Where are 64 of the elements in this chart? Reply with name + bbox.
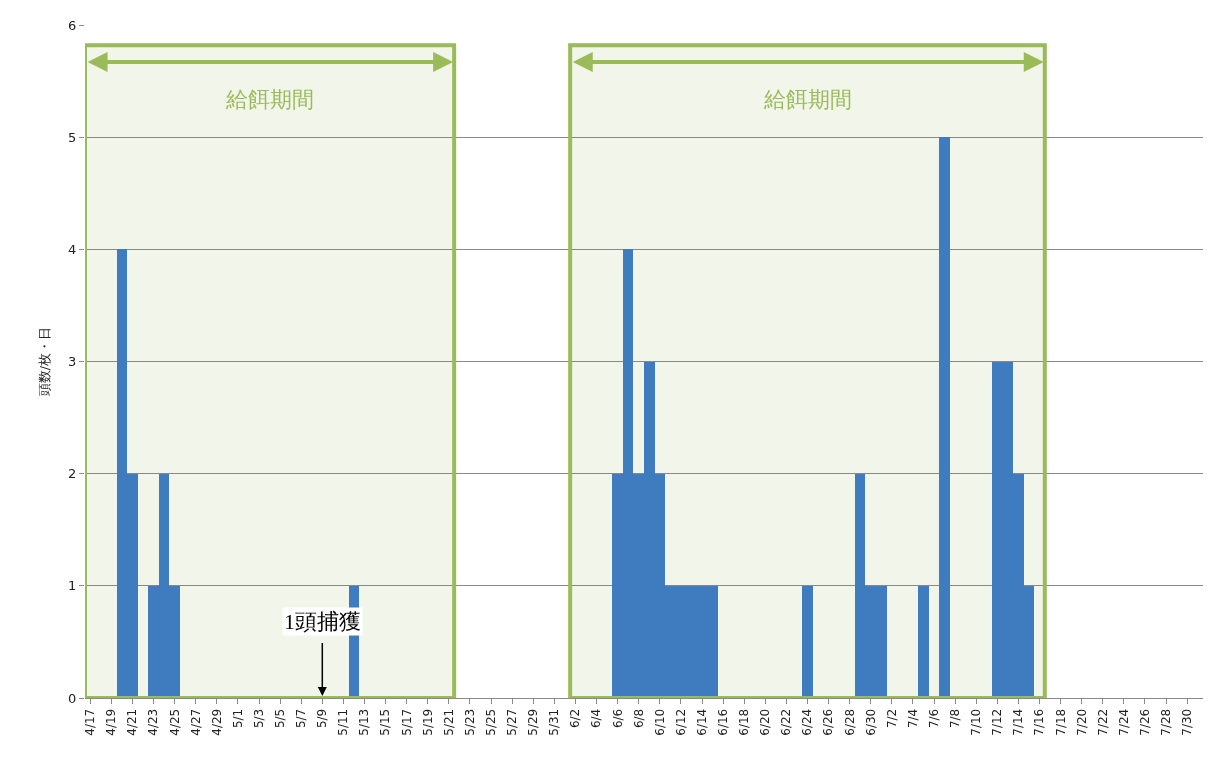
x-tick-label: 5/9 (315, 708, 330, 729)
x-tick-label: 7/14 (1011, 708, 1026, 736)
x-tick-label: 7/30 (1180, 708, 1195, 736)
x-tick-label: 7/20 (1074, 708, 1089, 736)
x-tick-label: 5/13 (357, 708, 372, 736)
x-tick-label: 7/26 (1137, 708, 1152, 736)
x-tick-label: 6/4 (589, 708, 604, 729)
x-tick-label: 6/14 (694, 708, 709, 736)
x-tick-label: 6/8 (631, 708, 646, 729)
x-tick-label: 6/24 (800, 708, 815, 736)
x-tick-label: 4/23 (146, 708, 161, 736)
x-tick-label: 6/16 (716, 708, 730, 736)
x-tick-label: 6/20 (758, 708, 773, 736)
x-tick-label: 7/16 (1032, 708, 1047, 736)
x-tick-label: 6/2 (568, 708, 583, 729)
x-tick-label: 5/7 (294, 708, 309, 729)
x-tick-label: 5/3 (251, 708, 266, 729)
x-tick-label: 7/8 (948, 708, 963, 729)
x-tick-label: 7/4 (905, 708, 920, 729)
x-tick-label: 4/19 (104, 708, 119, 736)
x-tick-label: 5/5 (273, 708, 288, 729)
x-tick-label: 5/23 (462, 708, 477, 736)
x-tick-label: 5/17 (399, 708, 414, 736)
x-tick-label: 6/22 (779, 708, 794, 736)
y-tick-label: 3 (68, 354, 77, 370)
x-tick-label: 6/26 (821, 708, 836, 736)
x-tick-label: 7/28 (1158, 708, 1173, 736)
x-tick-label: 5/27 (505, 708, 520, 736)
x-tick-label: 6/18 (737, 708, 752, 736)
x-tick-label: 6/12 (673, 708, 688, 736)
x-tick-label: 5/15 (378, 708, 393, 736)
x-tick-label: 6/30 (863, 708, 878, 736)
x-tick-label: 4/27 (188, 708, 203, 736)
x-tick-label: 5/1 (230, 708, 245, 729)
x-tick-label: 5/29 (526, 708, 541, 736)
x-tick-label: 7/24 (1116, 708, 1131, 736)
x-tick-label: 7/10 (969, 708, 984, 736)
x-tick-label: 7/12 (990, 708, 1005, 736)
x-tick-label: 5/21 (441, 708, 456, 736)
y-tick-label: 2 (68, 466, 77, 482)
x-tick-label: 7/18 (1053, 708, 1068, 736)
x-tick-label: 6/28 (842, 708, 857, 736)
x-tick-label: 7/6 (926, 708, 941, 729)
x-tick-label: 4/21 (125, 708, 140, 736)
x-tick-label: 5/19 (420, 708, 435, 736)
x-tick-label: 4/17 (83, 708, 98, 736)
x-tick-label: 4/25 (167, 708, 182, 736)
y-axis-title: 頭数/枚・日 (37, 326, 53, 397)
x-tick-label: 7/22 (1095, 708, 1110, 736)
x-tick-label: 7/2 (884, 708, 899, 729)
y-tick-label: 5 (68, 129, 77, 145)
annotation: 1頭捕獲 (284, 609, 361, 634)
band-label: 給餌期間 (763, 87, 852, 112)
y-tick-label: 1 (68, 578, 77, 594)
x-tick-label: 5/25 (483, 708, 498, 736)
y-tick-label: 6 (68, 17, 77, 33)
x-tick-label: 6/10 (652, 708, 667, 736)
x-tick-label: 6/6 (610, 708, 625, 729)
y-tick-label: 4 (68, 241, 77, 257)
x-tick-label: 5/31 (547, 708, 562, 736)
x-tick-label: 5/11 (336, 708, 351, 736)
y-tick-label: 0 (68, 690, 77, 706)
x-tick-label: 4/29 (209, 708, 224, 736)
band-label: 給餌期間 (225, 87, 314, 112)
